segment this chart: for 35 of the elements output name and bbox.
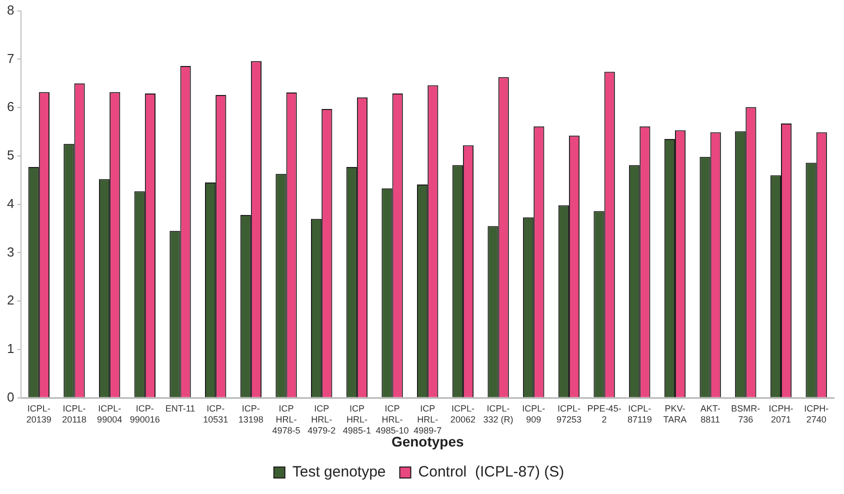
y-tick-label: 2 [6, 292, 14, 308]
x-tick-label: ICP- 990016 [130, 404, 160, 424]
legend-label: Control (ICPL-87) (S) [418, 464, 564, 481]
y-tick-label: 1 [6, 341, 14, 356]
x-tick-label: ICPL- 99004 [97, 404, 122, 424]
x-tick-label: ENT-11 [165, 404, 196, 414]
x-tick-label: ICPL- 97253 [556, 404, 582, 424]
x-tick-label: ICP HRL- 4989-7 [414, 404, 442, 436]
x-tick-label: ICP HRL- 4978-5 [272, 404, 300, 436]
x-tick-label: BSMR- 736 [731, 404, 760, 424]
x-tick-label: ICPH- 2071 [768, 404, 794, 424]
y-tick-label: 7 [6, 50, 14, 66]
x-tick-label: ICP HRL- 4979-2 [308, 404, 336, 436]
x-tick-label: ICPL- 20118 [62, 404, 86, 424]
x-tick-label: PPE-45- 2 [587, 404, 622, 424]
x-tick-label: ICPH- 2740 [804, 404, 829, 424]
y-tick-label: 0 [6, 389, 14, 404]
x-tick-label: ICPL- 332 (R) [483, 404, 514, 424]
y-tick-label: 3 [6, 244, 14, 260]
x-tick-label: ICP HRL- 4985-1 [342, 404, 371, 436]
x-tick-label: ICPL- 87119 [627, 404, 652, 424]
y-tick-label: 5 [6, 148, 14, 163]
y-tick-label: 8 [6, 2, 14, 18]
x-tick-label: ICPL- 20139 [26, 404, 52, 424]
x-tick-label: ICPL- 20062 [450, 404, 476, 424]
x-tick-label: ICP HRL- 4985-10 [376, 404, 409, 436]
x-tick-label: ICP- 10531 [203, 404, 228, 424]
x-tick-label: AKT- 8811 [700, 404, 720, 424]
y-tick-label: 6 [6, 99, 14, 114]
x-tick-label: PKV- TARA [663, 404, 687, 424]
x-tick-label: ICPL- 909 [522, 404, 546, 424]
legend-label: Test genotype [292, 464, 386, 481]
x-axis-title: Genotypes [391, 433, 464, 450]
y-tick-label: 4 [6, 196, 14, 211]
x-tick-label: ICP- 13198 [238, 404, 264, 424]
